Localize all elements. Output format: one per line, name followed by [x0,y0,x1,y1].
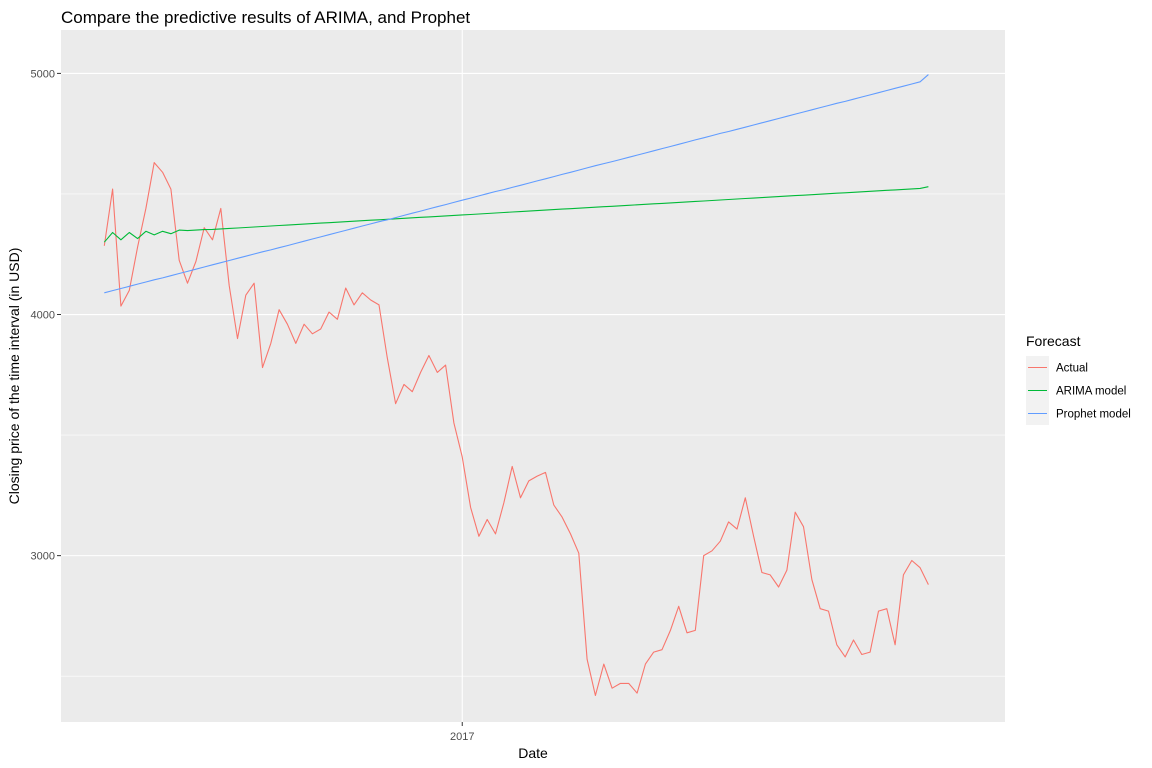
series-line-prophet-model [104,74,929,294]
series-line-arima-model [103,186,929,243]
series-line-actual [103,162,929,697]
legend: Forecast Actual ARIMA model Prophet model [1026,333,1131,425]
y-tick-label: 5000 [31,68,55,80]
x-axis-ticks: 2017 [450,722,474,743]
y-axis-title: Closing price of the time interval (in U… [6,248,22,505]
chart-title: Compare the predictive results of ARIMA,… [61,8,470,27]
plot-panel [61,30,1005,722]
minor-gridlines [61,193,1005,677]
y-tick-label: 4000 [31,310,55,322]
legend-entries: Actual ARIMA model Prophet model [1026,356,1131,425]
y-tick-label: 3000 [31,551,55,563]
x-axis-title: Date [518,745,548,761]
series-lines [103,74,929,697]
x-tick-label: 2017 [450,731,474,743]
legend-label-prophet-model: Prophet model [1056,409,1131,421]
legend-title: Forecast [1026,333,1081,349]
major-gridlines [61,30,1005,722]
y-axis-ticks: 3000 4000 5000 [31,68,61,563]
legend-label-actual: Actual [1056,363,1088,375]
legend-label-arima-model: ARIMA model [1056,386,1126,398]
